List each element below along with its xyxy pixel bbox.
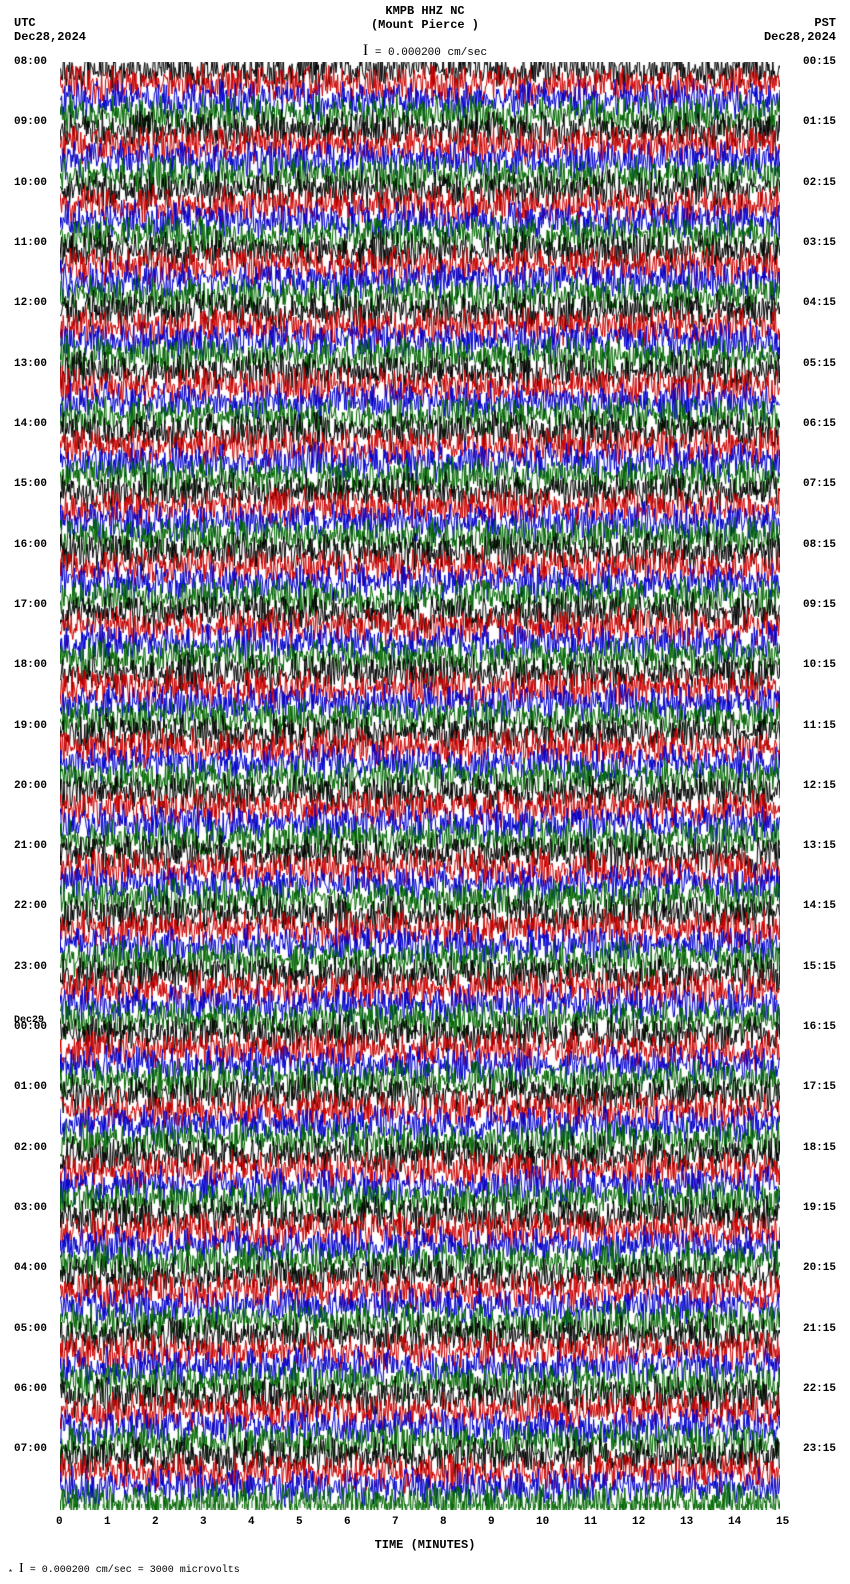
utc-time-label: 01:00: [14, 1081, 47, 1093]
utc-time-label: 13:00: [14, 358, 47, 370]
utc-time-label: 15:00: [14, 478, 47, 490]
x-tick-label: 4: [248, 1516, 255, 1528]
x-tick-label: 8: [440, 1516, 447, 1528]
pst-time-label: 15:15: [803, 961, 836, 973]
utc-time-label: 22:00: [14, 900, 47, 912]
utc-time-label: 21:00: [14, 840, 47, 852]
utc-time-label: 14:00: [14, 418, 47, 430]
x-tick-label: 14: [728, 1516, 741, 1528]
pst-time-label: 08:15: [803, 539, 836, 551]
pst-time-label: 11:15: [803, 720, 836, 732]
utc-time-label: 06:00: [14, 1383, 47, 1395]
pst-time-label: 18:15: [803, 1142, 836, 1154]
scale-indicator: I = 0.000200 cm/sec: [0, 42, 850, 60]
pst-time-label: 21:15: [803, 1323, 836, 1335]
seismogram-plot: [60, 62, 780, 1510]
pst-time-label: 00:15: [803, 56, 836, 68]
utc-time-label: 04:00: [14, 1262, 47, 1274]
x-tick-label: 9: [488, 1516, 495, 1528]
footer-scale: * I = 0.000200 cm/sec = 3000 microvolts: [8, 1561, 240, 1578]
utc-time-label: 18:00: [14, 659, 47, 671]
x-tick-label: 3: [200, 1516, 207, 1528]
utc-time-label: 02:00: [14, 1142, 47, 1154]
pst-time-label: 10:15: [803, 659, 836, 671]
pst-time-label: 23:15: [803, 1443, 836, 1455]
station-location: (Mount Pierce ): [0, 18, 850, 32]
utc-label: UTC: [14, 16, 86, 30]
pst-time-label: 06:15: [803, 418, 836, 430]
seismogram-canvas: [60, 62, 780, 1510]
pst-time-label: 09:15: [803, 599, 836, 611]
header: KMPB HHZ NC (Mount Pierce ): [0, 4, 850, 32]
x-tick-label: 7: [392, 1516, 399, 1528]
utc-time-label: 07:00: [14, 1443, 47, 1455]
utc-time-label: 10:00: [14, 177, 47, 189]
utc-time-label: 00:00: [14, 1021, 47, 1033]
x-axis-title: TIME (MINUTES): [0, 1538, 850, 1552]
utc-time-label: 17:00: [14, 599, 47, 611]
footer-text: = 0.000200 cm/sec = 3000 microvolts: [30, 1565, 240, 1576]
pst-time-label: 22:15: [803, 1383, 836, 1395]
pst-time-label: 14:15: [803, 900, 836, 912]
utc-time-label: 05:00: [14, 1323, 47, 1335]
station-code: KMPB HHZ NC: [0, 4, 850, 18]
utc-time-label: 19:00: [14, 720, 47, 732]
header-left: UTC Dec28,2024: [14, 16, 86, 44]
utc-time-label: 12:00: [14, 297, 47, 309]
x-tick-label: 2: [152, 1516, 159, 1528]
pst-time-label: 19:15: [803, 1202, 836, 1214]
pst-time-label: 03:15: [803, 237, 836, 249]
pst-time-label: 07:15: [803, 478, 836, 490]
header-right: PST Dec28,2024: [764, 16, 836, 44]
pst-time-label: 01:15: [803, 116, 836, 128]
pst-time-label: 13:15: [803, 840, 836, 852]
utc-time-label: 08:00: [14, 56, 47, 68]
x-tick-label: 13: [680, 1516, 693, 1528]
scale-text: = 0.000200 cm/sec: [375, 47, 487, 59]
x-tick-label: 15: [776, 1516, 789, 1528]
pst-time-label: 04:15: [803, 297, 836, 309]
x-tick-label: 1: [104, 1516, 111, 1528]
x-tick-label: 10: [536, 1516, 549, 1528]
utc-time-label: 03:00: [14, 1202, 47, 1214]
pst-time-label: 12:15: [803, 780, 836, 792]
x-tick-label: 0: [56, 1516, 63, 1528]
utc-time-label: 16:00: [14, 539, 47, 551]
x-tick-label: 11: [584, 1516, 597, 1528]
pst-time-label: 17:15: [803, 1081, 836, 1093]
pst-time-label: 02:15: [803, 177, 836, 189]
x-tick-label: 6: [344, 1516, 351, 1528]
utc-time-label: 11:00: [14, 237, 47, 249]
x-tick-label: 12: [632, 1516, 645, 1528]
pst-time-label: 20:15: [803, 1262, 836, 1274]
pst-label: PST: [764, 16, 836, 30]
utc-time-label: 20:00: [14, 780, 47, 792]
pst-time-label: 16:15: [803, 1021, 836, 1033]
utc-time-label: 23:00: [14, 961, 47, 973]
x-tick-label: 5: [296, 1516, 303, 1528]
utc-time-label: 09:00: [14, 116, 47, 128]
pst-time-label: 05:15: [803, 358, 836, 370]
